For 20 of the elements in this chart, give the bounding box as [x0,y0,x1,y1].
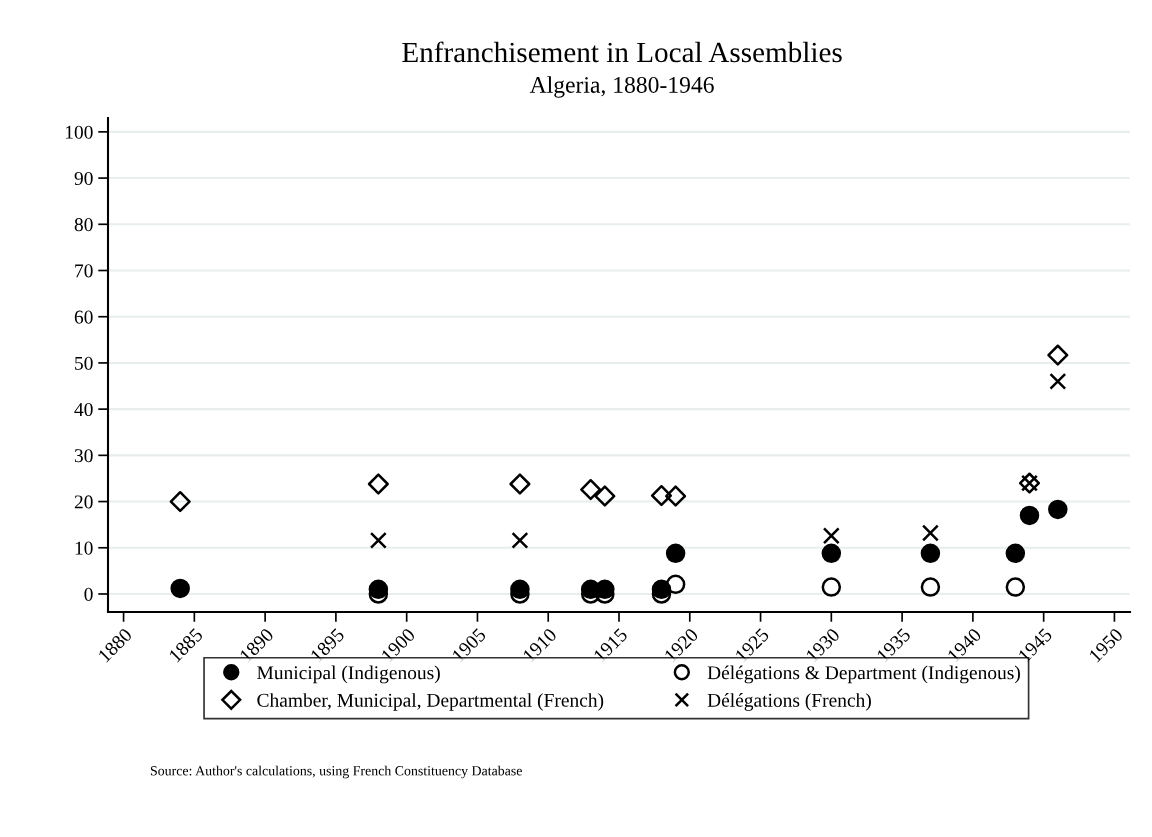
legend-label: Délégations (French) [707,693,871,711]
legend-label: Chamber, Municipal, Departmental (French) [257,693,604,711]
y-tick-label: 90 [74,171,93,186]
y-tick-label: 80 [74,218,93,232]
y-tick-label: 50 [75,356,93,370]
legend-label: Municipal (Indigenous) [257,665,440,684]
y-tick-label: 40 [74,402,93,417]
chart-subtitle: Algeria, 1880-1946 [529,76,714,98]
source-note: Source: Author's calculations, using French Constituency Database [150,765,522,779]
x-tick-label: 1900 [380,627,416,663]
y-tick-label: 70 [75,264,93,278]
y-tick-label: 60 [74,310,93,324]
y-tick-label: 20 [74,495,93,509]
y-tick-label: 10 [75,541,93,555]
y-tick-label: 0 [84,587,93,601]
x-tick-label: 1920 [663,627,699,663]
y-tick-label: 30 [74,449,93,463]
chart-title: Enfranchisement in Local Assemblies [402,41,842,63]
legend-label: Délégations & Department (Indigenous) [707,665,1020,684]
y-tick-label: 100 [65,125,93,139]
